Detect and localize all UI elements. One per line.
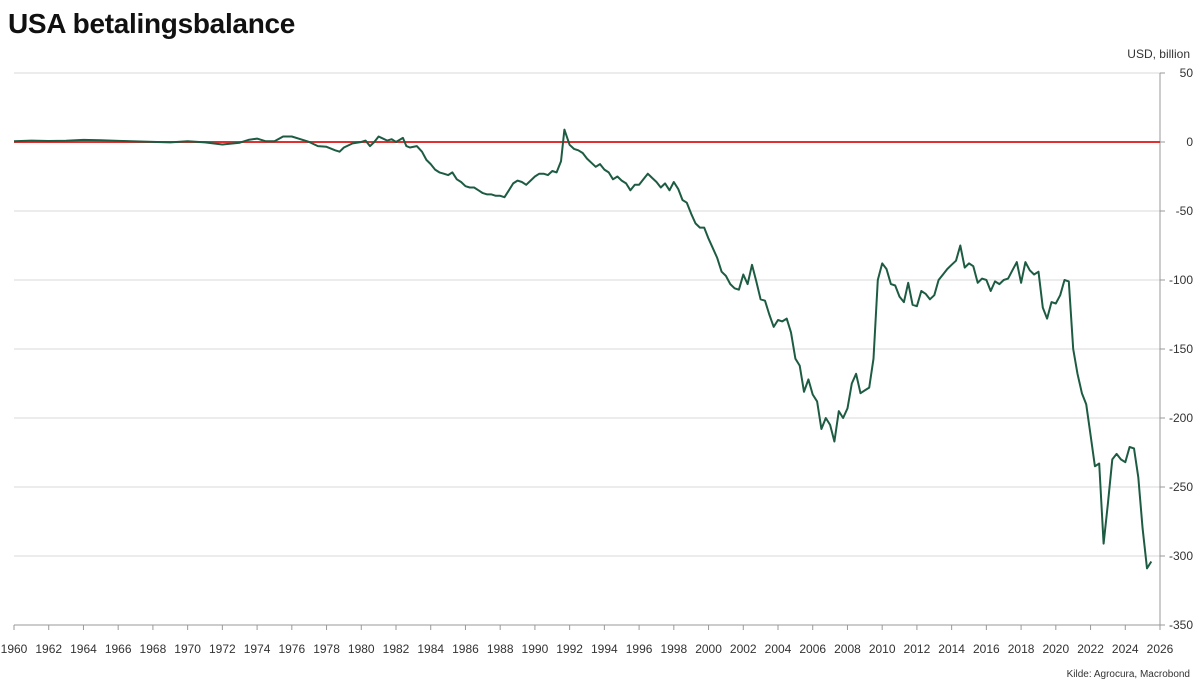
x-tick-label: 2010 <box>869 642 896 656</box>
x-tick-label: 1984 <box>417 642 444 656</box>
x-tick-label: 2002 <box>730 642 757 656</box>
x-tick-label: 1978 <box>313 642 340 656</box>
x-tick-label: 2018 <box>1008 642 1035 656</box>
y-tick-labels: 50 0 -50 -100 -150 -200 -250 -300 -350 <box>1169 66 1193 632</box>
x-tick-label: 1976 <box>278 642 305 656</box>
x-tick-label: 2008 <box>834 642 861 656</box>
axes <box>13 72 1165 630</box>
x-tick-label: 1986 <box>452 642 479 656</box>
x-tick-label: 2004 <box>765 642 792 656</box>
y-tick-label: -250 <box>1169 480 1193 494</box>
x-tick-label: 1998 <box>660 642 687 656</box>
x-tick-label: 2006 <box>799 642 826 656</box>
source-note: Kilde: Agrocura, Macrobond <box>1066 669 1190 680</box>
x-tick-label: 1970 <box>174 642 201 656</box>
x-tick-label: 1988 <box>487 642 514 656</box>
gridlines <box>14 72 1160 626</box>
x-tick-label: 2020 <box>1042 642 1069 656</box>
x-tick-label: 1996 <box>626 642 653 656</box>
x-tick-label: 2016 <box>973 642 1000 656</box>
y-tick-label: -300 <box>1169 549 1193 563</box>
x-tick-label: 1980 <box>348 642 375 656</box>
x-tick-label: 2024 <box>1112 642 1139 656</box>
x-tick-label: 2022 <box>1077 642 1104 656</box>
x-tick-label: 1964 <box>70 642 97 656</box>
y-tick-label: -150 <box>1169 342 1193 356</box>
y-tick-label: -50 <box>1176 204 1194 218</box>
y-tick-label: 0 <box>1186 135 1193 149</box>
series-layer <box>13 128 1153 570</box>
x-tick-label: 1972 <box>209 642 236 656</box>
y-tick-label: -350 <box>1169 618 1193 632</box>
x-tick-label: 2014 <box>938 642 965 656</box>
x-tick-label: 1960 <box>1 642 28 656</box>
y-tick-label: -100 <box>1169 273 1193 287</box>
x-tick-label: 2012 <box>904 642 931 656</box>
x-tick-label: 1992 <box>556 642 583 656</box>
x-tick-label: 1990 <box>522 642 549 656</box>
x-tick-labels: 1960 1962 1964 1966 1968 1970 1972 1974 1976 1978… <box>1 642 1174 656</box>
x-tick-label: 2026 <box>1147 642 1174 656</box>
series-line <box>13 128 1153 570</box>
y-tick-label: -200 <box>1169 411 1193 425</box>
x-tick-label: 1966 <box>105 642 132 656</box>
x-tick-label: 1994 <box>591 642 618 656</box>
x-tick-label: 1968 <box>140 642 167 656</box>
x-tick-label: 2000 <box>695 642 722 656</box>
x-tick-label: 1974 <box>244 642 271 656</box>
y-axis-unit-label: USD, billion <box>1127 47 1190 61</box>
x-tick-label: 1982 <box>383 642 410 656</box>
chart-title: USA betalingsbalance <box>8 8 296 39</box>
y-tick-label: 50 <box>1180 66 1194 80</box>
x-tick-label: 1962 <box>35 642 62 656</box>
